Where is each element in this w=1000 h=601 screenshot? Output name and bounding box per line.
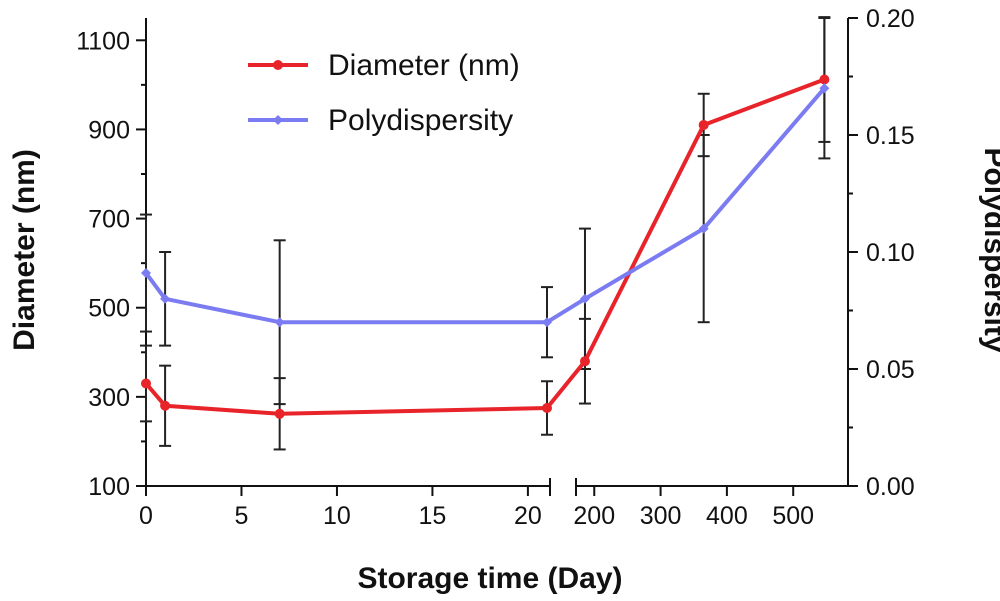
- axes: 100 300 500 700 900 1100 0.00 0.05 0.10 0.15 0.20 0…: [76, 5, 914, 530]
- x-tick-label: 5: [235, 502, 249, 530]
- x-tick-label: 0: [139, 502, 153, 530]
- x-tick-label: 200: [573, 502, 615, 530]
- x-axis-title: Storage time (Day): [357, 562, 622, 595]
- x-tick-label: 15: [419, 502, 447, 530]
- x-tick-label: 20: [514, 502, 542, 530]
- data-point: [819, 74, 830, 85]
- y-axis-right-title: Polydispersity: [978, 147, 1000, 352]
- data-point: [274, 317, 285, 328]
- x-tick-label: 300: [640, 502, 682, 530]
- y-left-tick-label: 300: [88, 384, 130, 412]
- y-right-tick-label: 0.15: [866, 122, 915, 150]
- y-left-tick-label: 100: [88, 473, 130, 501]
- data-point: [141, 268, 151, 279]
- data-point: [274, 408, 285, 419]
- legend-label: Diameter (nm): [328, 49, 520, 82]
- y-right-tick-label: 0.05: [866, 356, 915, 384]
- data-point: [819, 83, 830, 94]
- y-right-tick-label: 0.00: [866, 473, 915, 501]
- series-markers: [141, 74, 830, 419]
- x-tick-label: 500: [772, 502, 814, 530]
- data-point: [698, 223, 709, 234]
- data-point: [160, 293, 171, 304]
- data-point: [160, 400, 171, 411]
- legend: Diameter (nm) Polydispersity: [248, 49, 520, 137]
- y-left-tick-label: 500: [88, 295, 130, 323]
- data-point: [698, 119, 709, 130]
- data-point: [579, 356, 590, 367]
- x-tick-label: 400: [706, 502, 748, 530]
- y-left-tick-label: 1100: [76, 27, 130, 55]
- legend-label: Polydispersity: [328, 104, 513, 137]
- data-point: [542, 317, 552, 328]
- legend-marker: [273, 115, 283, 125]
- y-right-tick-label: 0.10: [866, 239, 915, 267]
- y-left-tick-label: 700: [88, 206, 130, 234]
- y-right-tick-label: 0.20: [866, 5, 915, 33]
- y-left-tick-label: 900: [88, 116, 130, 144]
- data-point: [542, 403, 552, 413]
- y-axis-left-title: Diameter (nm): [8, 149, 41, 351]
- legend-marker: [273, 60, 283, 70]
- data-point: [141, 378, 151, 389]
- data-point: [579, 293, 590, 304]
- x-tick-label: 10: [323, 502, 351, 530]
